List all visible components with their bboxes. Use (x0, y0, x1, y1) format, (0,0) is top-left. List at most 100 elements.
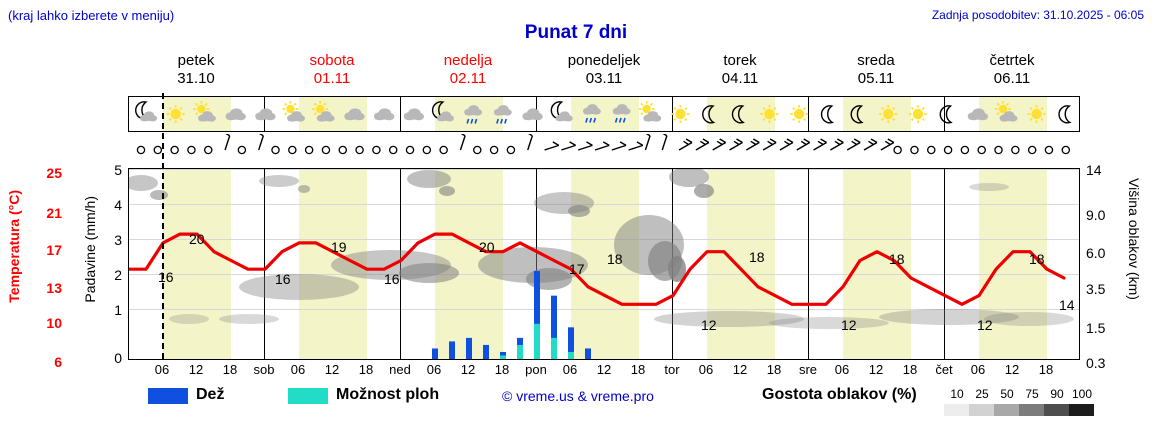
wind-barb (1011, 145, 1020, 155)
temp-value-label: 18 (607, 251, 623, 267)
temp-value-label: 20 (479, 239, 495, 255)
x-tick-label: čet (935, 362, 953, 377)
x-tick-label: ned (389, 362, 411, 377)
density-swatch (994, 404, 1019, 416)
x-tick-label: 18 (1038, 362, 1054, 377)
temp-value-label: 16 (384, 271, 400, 287)
weather-icon-strip (128, 96, 1080, 132)
rain-bar (551, 295, 557, 359)
day-name: torek (723, 52, 757, 69)
wind-barb (863, 138, 878, 151)
showers-bar (551, 337, 557, 359)
showers-bar (500, 355, 506, 359)
day-header-1: sobota 01.11 (264, 52, 400, 88)
density-value-label: 50 (1000, 387, 1014, 401)
rain-bar (568, 327, 574, 359)
day-header-5: sreda 05.11 (808, 52, 944, 88)
cloud-icon (225, 108, 246, 121)
moon-icon (702, 105, 716, 124)
rain-bar (466, 337, 472, 359)
temp-tick-0: 25 (46, 165, 62, 181)
moon-icon (939, 105, 953, 124)
day-date: 04.11 (721, 70, 759, 87)
sun-icon (166, 105, 185, 123)
cloud-moon-icon (550, 101, 573, 122)
temp-value-label: 17 (569, 261, 585, 277)
density-value-label: 75 (1025, 387, 1039, 401)
day-date: 05.11 (857, 70, 895, 87)
rain-bar (449, 341, 455, 359)
day-name: ponedeljek (567, 52, 641, 69)
rain-bar (585, 348, 591, 359)
wind-barb (304, 145, 314, 155)
copyright-link[interactable]: © vreme.us & vreme.pro (502, 388, 654, 404)
x-tick-label: sre (798, 362, 818, 377)
sun-cloud-icon (994, 101, 1018, 122)
cloud-tick-5: 0.3 (1086, 355, 1106, 371)
wind-barb (489, 145, 499, 155)
temperature-axis-label: Temperatura (°C) (6, 190, 22, 303)
cloud-tick-0: 14 (1086, 162, 1102, 178)
cloud-icon (374, 108, 395, 121)
cloud-height-axis-label: Višina oblakov (km) (1126, 178, 1142, 300)
precip-tick-2: 3 (114, 232, 122, 248)
x-tick-label: 06 (834, 362, 850, 377)
rain-cloud-icon (493, 105, 512, 124)
wind-barb (1044, 145, 1054, 155)
density-value-label: 25 (975, 387, 989, 401)
x-tick-label: pon (525, 362, 547, 377)
wind-barb (729, 138, 743, 151)
temp-value-label: 19 (331, 239, 347, 255)
day-header-3: ponedeljek 03.11 (536, 52, 672, 88)
temp-value-label: 12 (977, 317, 993, 333)
cloud-icon (522, 108, 543, 121)
sun-icon (908, 105, 927, 123)
temp-value-label: 16 (275, 271, 291, 287)
last-update: Zadnja posodobitev: 31.10.2025 - 06:05 (931, 8, 1144, 22)
temp-value-label: 20 (189, 231, 205, 247)
sun-cloud-icon (312, 101, 335, 122)
wind-barb (960, 145, 970, 155)
x-tick-label: 06 (426, 362, 442, 377)
wind-barb (288, 145, 297, 155)
moon-icon (850, 105, 864, 124)
legend-showers-swatch (288, 388, 328, 404)
x-tick-label: 06 (290, 362, 306, 377)
wind-barb (577, 141, 593, 151)
x-tick-label: 18 (494, 362, 510, 377)
wind-barb (224, 134, 231, 151)
x-tick-label: 06 (562, 362, 578, 377)
density-swatch (1044, 404, 1069, 416)
x-tick-label: 12 (596, 362, 612, 377)
sun-icon (1027, 105, 1046, 123)
temperature-line (129, 232, 1066, 306)
wind-barb (187, 145, 196, 155)
x-tick-label: 18 (358, 362, 374, 377)
day-name: nedelja (443, 52, 493, 69)
legend-showers-label: Možnost ploh (336, 386, 440, 403)
wind-barb (762, 138, 777, 151)
x-tick-label: 18 (766, 362, 782, 377)
cloud-icon (967, 108, 989, 121)
density-value-label: 10 (950, 387, 964, 401)
page-title: Punat 7 dni (524, 22, 628, 43)
wind-barb (372, 145, 381, 155)
day-header-2: nedelja 02.11 (400, 52, 536, 88)
precip-tick-5: 0 (114, 350, 122, 366)
density-swatch (1069, 404, 1094, 416)
density-swatch (944, 404, 969, 416)
x-tick-label: 12 (732, 362, 748, 377)
density-swatch (1019, 404, 1044, 416)
day-name: sobota (309, 52, 355, 69)
wind-barb (994, 145, 1003, 155)
showers-bar (568, 351, 574, 359)
cloud-icon (344, 108, 365, 121)
day-header-4: torek 04.11 (672, 52, 808, 88)
wind-barb (661, 134, 668, 151)
temp-value-label: 12 (701, 317, 717, 333)
wind-barb (893, 145, 902, 155)
temp-tick-1: 21 (46, 205, 62, 221)
x-tick-label: 18 (902, 362, 918, 377)
x-tick-label: tor (664, 362, 680, 377)
rain-bar (534, 271, 540, 359)
